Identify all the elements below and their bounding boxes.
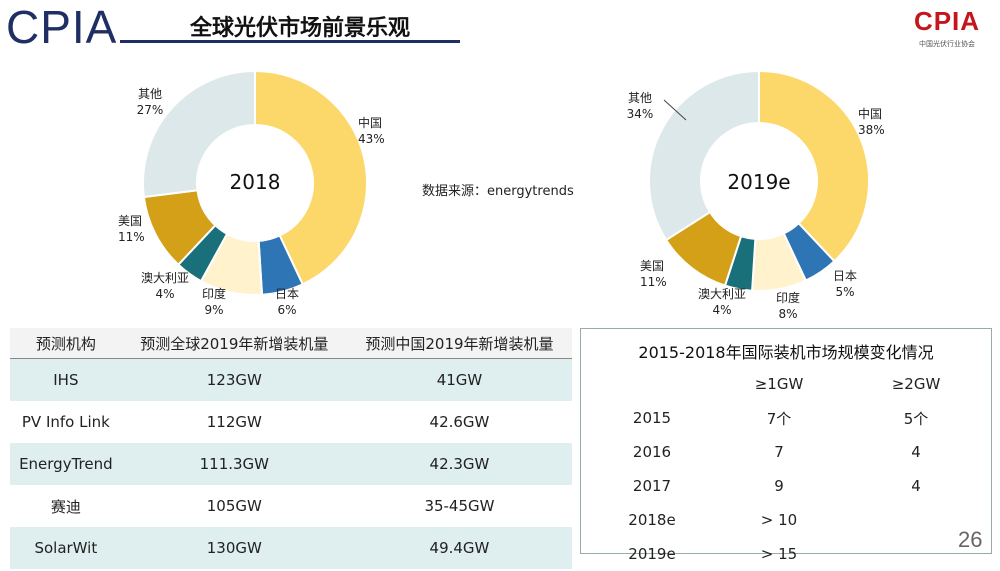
- label-2018-usa: 美国 11%: [118, 214, 145, 244]
- data-source-note: 数据来源：energytrends: [422, 184, 574, 199]
- forecast-table: 预测机构 预测全球2019年新增装机量 预测中国2019年新增装机量 IHS 1…: [10, 328, 572, 569]
- badge-subtitle: 中国光伏行业协会: [919, 40, 975, 48]
- label-2019-japan: 日本 5%: [832, 269, 857, 299]
- trend-header-row: ≥1GW ≥2GW: [601, 367, 977, 401]
- trend-year: 2019e: [628, 545, 676, 563]
- cpia-logo: CPIA: [6, 1, 118, 53]
- cell-institution: 赛迪: [50, 497, 81, 516]
- trend-ge2gw: 4: [911, 477, 921, 495]
- donut-chart-2018: [142, 69, 368, 296]
- label-2019-australia: 澳大利亚 4%: [697, 287, 746, 317]
- label-2019-usa: 美国 11%: [640, 259, 667, 289]
- donut-2018-slice-0: [254, 69, 368, 286]
- label-2018-china: 中国 43%: [358, 116, 385, 146]
- cell-china: 49.4GW: [346, 527, 572, 569]
- cell-china: 42.3GW: [346, 443, 572, 485]
- trend-row: 2016 7 4: [601, 435, 977, 469]
- trend-header-year: [601, 367, 703, 401]
- trend-year: 2017: [632, 477, 672, 495]
- market-trend-box: 2015-2018年国际装机市场规模变化情况 ≥1GW ≥2GW 2015 7个…: [580, 328, 992, 563]
- page-title: 全球光伏市场前景乐观: [190, 16, 411, 41]
- donut-chart-2019e: [648, 69, 870, 292]
- market-trend-table: ≥1GW ≥2GW 2015 7个 5个 2016 7 4 2017 9 4 2…: [601, 367, 977, 571]
- cpia-badge-logo: CPIA 中国光伏行业协会: [904, 6, 990, 54]
- label-2018-japan: 日本 6%: [274, 287, 299, 317]
- label-2019-other: 其他 34%: [626, 91, 654, 121]
- trend-year: 2015: [632, 409, 672, 427]
- cell-china: 35-45GW: [424, 497, 495, 515]
- trend-ge1gw: > 15: [760, 545, 798, 563]
- cell-global: 112GW: [206, 413, 262, 431]
- leader-line-other: [663, 99, 687, 121]
- cell-global: 130GW: [121, 527, 347, 569]
- title-rule: [120, 40, 460, 43]
- label-2018-australia: 澳大利亚 4%: [140, 271, 189, 301]
- cell-institution: PV Info Link: [21, 413, 110, 431]
- table-row: SolarWit 130GW 49.4GW: [10, 527, 572, 569]
- badge-text: CPIA: [913, 6, 981, 36]
- label-2019-china: 中国 38%: [858, 107, 885, 137]
- cell-institution: IHS: [10, 358, 122, 401]
- cell-global: 123GW: [121, 358, 347, 401]
- trend-header-ge2gw: ≥2GW: [891, 375, 941, 393]
- trend-ge1gw: 7: [774, 443, 784, 461]
- forecast-table-header: 预测机构 预测全球2019年新增装机量 预测中国2019年新增装机量: [10, 328, 572, 359]
- label-2018-india: 印度 9%: [201, 287, 226, 317]
- label-2018-other: 其他 27%: [136, 87, 164, 117]
- trend-ge1gw: 7个: [766, 409, 792, 428]
- donut-2018-slice-5: [142, 69, 256, 199]
- trend-row: 2019e > 15: [601, 537, 977, 571]
- donut-2019-slice-5: [648, 69, 760, 242]
- donut-2018-center-label: 2018: [229, 170, 281, 194]
- cell-china: 42.6GW: [429, 413, 490, 431]
- market-trend-title: 2015-2018年国际装机市场规模变化情况: [638, 343, 934, 362]
- header-global-forecast: 预测全球2019年新增装机量: [121, 328, 347, 359]
- table-row: PV Info Link 112GW 42.6GW: [10, 401, 572, 443]
- trend-row: 2018e > 10: [601, 503, 977, 537]
- trend-row: 2015 7个 5个: [601, 401, 977, 435]
- cell-global: 105GW: [206, 497, 262, 515]
- header-institution: 预测机构: [10, 328, 122, 359]
- page-number: 26: [958, 527, 983, 552]
- table-row: EnergyTrend 111.3GW 42.3GW: [10, 443, 572, 485]
- trend-year: 2018e: [628, 511, 676, 529]
- table-row: IHS 123GW 41GW: [10, 358, 572, 401]
- cell-global: 111.3GW: [121, 443, 347, 485]
- donut-2019-center-label: 2019e: [727, 170, 791, 194]
- trend-ge1gw: 9: [774, 477, 784, 495]
- label-2019-india: 印度 8%: [775, 291, 800, 321]
- cell-institution: SolarWit: [10, 527, 122, 569]
- table-row: 赛迪 105GW 35-45GW: [10, 485, 572, 527]
- trend-ge2gw: 4: [911, 443, 921, 461]
- cell-institution: EnergyTrend: [10, 443, 122, 485]
- header-china-forecast: 预测中国2019年新增装机量: [346, 328, 572, 359]
- trend-ge1gw: > 10: [760, 511, 798, 529]
- donut-2019-slice-0: [758, 69, 870, 263]
- trend-row: 2017 9 4: [601, 469, 977, 503]
- cell-china: 41GW: [346, 358, 572, 401]
- trend-year: 2016: [632, 443, 672, 461]
- trend-header-ge1gw: ≥1GW: [754, 375, 804, 393]
- trend-ge2gw: 5个: [903, 409, 929, 428]
